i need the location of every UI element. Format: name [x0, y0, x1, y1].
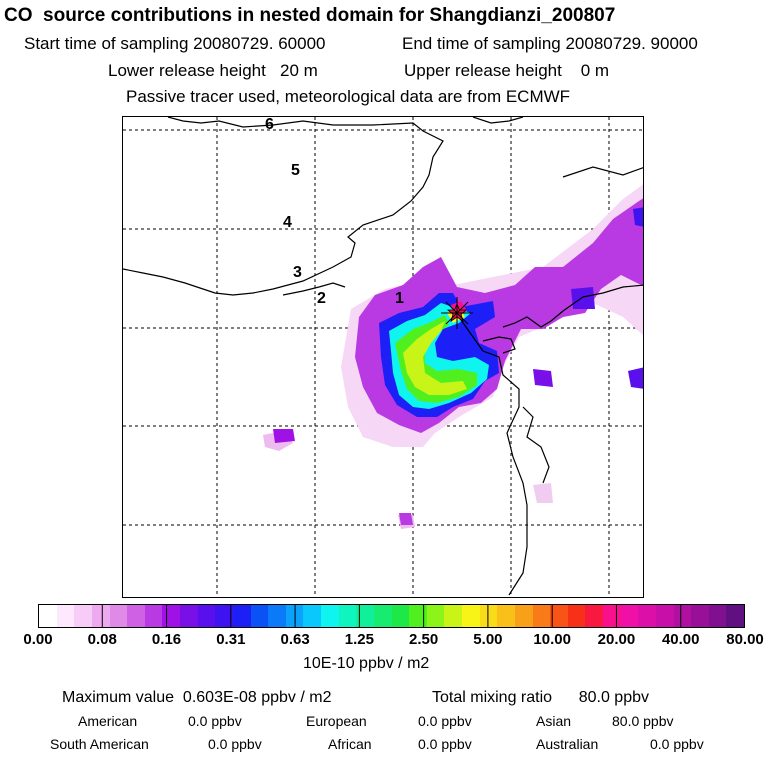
colorbar-swatch — [373, 605, 392, 627]
colorbar-swatch — [56, 605, 75, 627]
colorbar-tick-label: 40.00 — [661, 631, 700, 648]
colorbar-swatch — [479, 605, 498, 627]
colorbar-swatch — [356, 605, 374, 627]
colorbar-tick-label: 0.63 — [280, 631, 310, 648]
colorbar-tick-label: 0.08 — [87, 631, 117, 648]
colorbar-tick-label: 0.31 — [216, 631, 246, 648]
region-label: Asian — [536, 713, 572, 729]
colorbar-swatch — [585, 605, 603, 627]
region-label: American — [78, 713, 138, 729]
day-label: 3 — [293, 264, 302, 281]
colorbar-swatch — [162, 605, 180, 627]
colorbar-swatch — [532, 605, 551, 627]
colorbar-swatch — [321, 605, 339, 627]
region-value: 80.0 ppbv — [612, 713, 674, 729]
colorbar-swatch — [215, 605, 233, 627]
colorbar-swatch — [726, 605, 744, 627]
tracer-note: Passive tracer used, meteorological data… — [126, 87, 571, 106]
upper-release-height: Upper release height 0 m — [404, 61, 610, 80]
colorbar-swatch — [74, 605, 92, 627]
start-time: Start time of sampling 20080729. 60000 — [24, 34, 326, 53]
colorbar-swatch — [550, 605, 568, 627]
colorbar-tick-label: 2.50 — [409, 631, 439, 648]
colorbar-swatch — [197, 605, 216, 627]
colorbar-tick-label: 80.00 — [726, 631, 764, 648]
colorbar-swatch — [109, 605, 128, 627]
colorbar-swatch — [567, 605, 586, 627]
colorbar-tick-label: 0.00 — [23, 631, 53, 648]
colorbar-tick-label: 0.16 — [151, 631, 182, 648]
trajectory-day-labels: 6 5 4 3 2 1 — [265, 117, 404, 307]
colorbar-tick-label: 5.00 — [473, 631, 503, 648]
colorbar-tick-label: 20.00 — [597, 631, 636, 648]
colorbar-swatch — [691, 605, 709, 627]
plot-title: CO source contributions in nested domain… — [4, 5, 616, 26]
region-value: 0.0 ppbv — [208, 736, 262, 752]
day-label: 5 — [291, 162, 300, 179]
colorbar-tick-label: 1.25 — [344, 631, 374, 648]
colorbar-swatch — [180, 605, 198, 627]
colorbar — [38, 604, 745, 628]
map-canvas: 6 5 4 3 2 1 — [123, 117, 643, 597]
region-label: African — [328, 736, 372, 752]
total-mixing-ratio: Total mixing ratio 80.0 ppbv — [432, 689, 649, 706]
colorbar-swatch — [497, 605, 515, 627]
maximum-value: Maximum value 0.603E-08 ppbv / m2 — [62, 689, 332, 706]
colorbar-swatch — [708, 605, 727, 627]
colorbar-swatch — [127, 605, 145, 627]
colorbar-swatch — [514, 605, 533, 627]
colorbar-tick-label: 10.00 — [533, 631, 571, 648]
colorbar-swatch — [462, 605, 480, 627]
colorbar-swatch — [638, 605, 656, 627]
day-label: 2 — [317, 290, 326, 307]
colorbar-swatch — [426, 605, 445, 627]
coastline — [123, 117, 643, 596]
colorbar-swatch — [603, 605, 621, 627]
day-label: 4 — [283, 214, 292, 231]
colorbar-swatch — [39, 605, 57, 627]
end-time: End time of sampling 20080729. 90000 — [402, 34, 698, 53]
colorbar-swatch — [91, 605, 110, 627]
region-value: 0.0 ppbv — [188, 713, 242, 729]
region-value: 0.0 ppbv — [418, 713, 472, 729]
colorbar-swatch — [409, 605, 427, 627]
receptor-marker — [441, 297, 473, 329]
region-label: Australian — [536, 736, 599, 752]
colorbar-swatch — [232, 605, 251, 627]
colorbar-swatch — [303, 605, 321, 627]
region-value: 0.0 ppbv — [418, 736, 472, 752]
colorbar-swatch — [620, 605, 639, 627]
region-value: 0.0 ppbv — [650, 736, 704, 752]
day-label: 1 — [395, 290, 404, 307]
lower-release-height: Lower release height 20 m — [108, 61, 318, 80]
colorbar-swatch — [655, 605, 674, 627]
colorbar-swatch — [268, 605, 286, 627]
colorbar-swatch — [250, 605, 269, 627]
region-label: South American — [50, 736, 149, 752]
concentration-field — [263, 184, 643, 529]
day-label: 6 — [265, 117, 274, 133]
colorbar-swatch — [673, 605, 692, 627]
colorbar-units: 10E-10 ppbv / m2 — [303, 655, 430, 672]
map-panel: 6 5 4 3 2 1 — [122, 116, 644, 598]
colorbar-swatch — [391, 605, 410, 627]
graticule — [123, 117, 643, 597]
colorbar-swatch — [338, 605, 357, 627]
colorbar-swatch — [144, 605, 163, 627]
colorbar-swatch — [444, 605, 462, 627]
colorbar-swatch — [285, 605, 304, 627]
region-label: European — [306, 713, 367, 729]
